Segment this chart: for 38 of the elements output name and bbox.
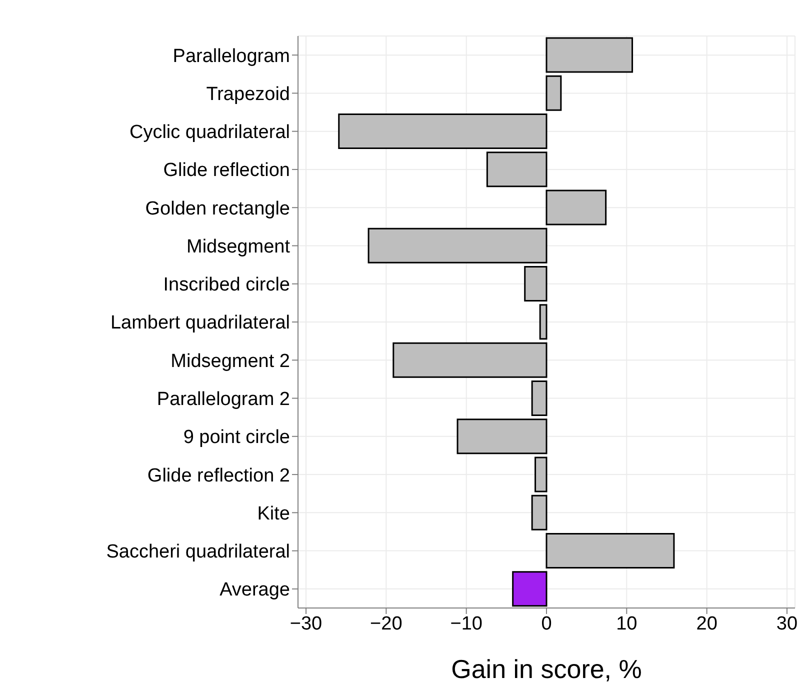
bar bbox=[456, 418, 548, 454]
y-tick-label: 9 point circle bbox=[183, 427, 290, 448]
x-tick-label: 0 bbox=[541, 613, 552, 634]
y-tick-label: Lambert quadrilateral bbox=[110, 312, 290, 334]
x-tick-label: 10 bbox=[616, 613, 638, 634]
bar bbox=[534, 456, 548, 492]
x-tick-label: −20 bbox=[370, 613, 402, 634]
y-tick-label: Inscribed circle bbox=[163, 274, 290, 296]
y-tick-label: Glide reflection bbox=[163, 160, 290, 182]
y-tick-label: Midsegment 2 bbox=[170, 350, 290, 372]
bar bbox=[539, 304, 548, 340]
y-tick-label: Kite bbox=[257, 503, 290, 524]
bar bbox=[546, 532, 675, 568]
x-tick-label: 20 bbox=[696, 613, 718, 634]
y-tick-label: Saccheri quadrilateral bbox=[106, 542, 290, 563]
bar bbox=[531, 494, 548, 530]
y-tick-label: Golden rectangle bbox=[145, 198, 290, 220]
bar bbox=[546, 37, 634, 73]
bar bbox=[486, 152, 548, 188]
y-tick-label: Glide reflection 2 bbox=[147, 465, 290, 486]
bar bbox=[368, 228, 548, 264]
y-tick-label: Midsegment bbox=[186, 236, 291, 258]
x-axis-title: Gain in score, % bbox=[451, 654, 642, 684]
bar bbox=[531, 380, 548, 416]
y-tick-label: Parallelogram bbox=[172, 46, 290, 67]
bar bbox=[524, 266, 548, 302]
x-tick-label: 30 bbox=[776, 613, 798, 634]
bar bbox=[392, 342, 548, 378]
bar bbox=[546, 75, 562, 111]
y-tick-label: Average bbox=[220, 580, 290, 601]
bar bbox=[512, 571, 548, 607]
bar bbox=[546, 190, 607, 226]
bar bbox=[338, 114, 548, 150]
y-tick-label: Trapezoid bbox=[206, 84, 290, 105]
y-tick-label: Parallelogram 2 bbox=[156, 389, 290, 410]
y-tick-label: Cyclic quadrilateral bbox=[129, 122, 290, 144]
x-tick-label: −10 bbox=[450, 613, 482, 634]
x-tick-label: −30 bbox=[290, 613, 322, 634]
